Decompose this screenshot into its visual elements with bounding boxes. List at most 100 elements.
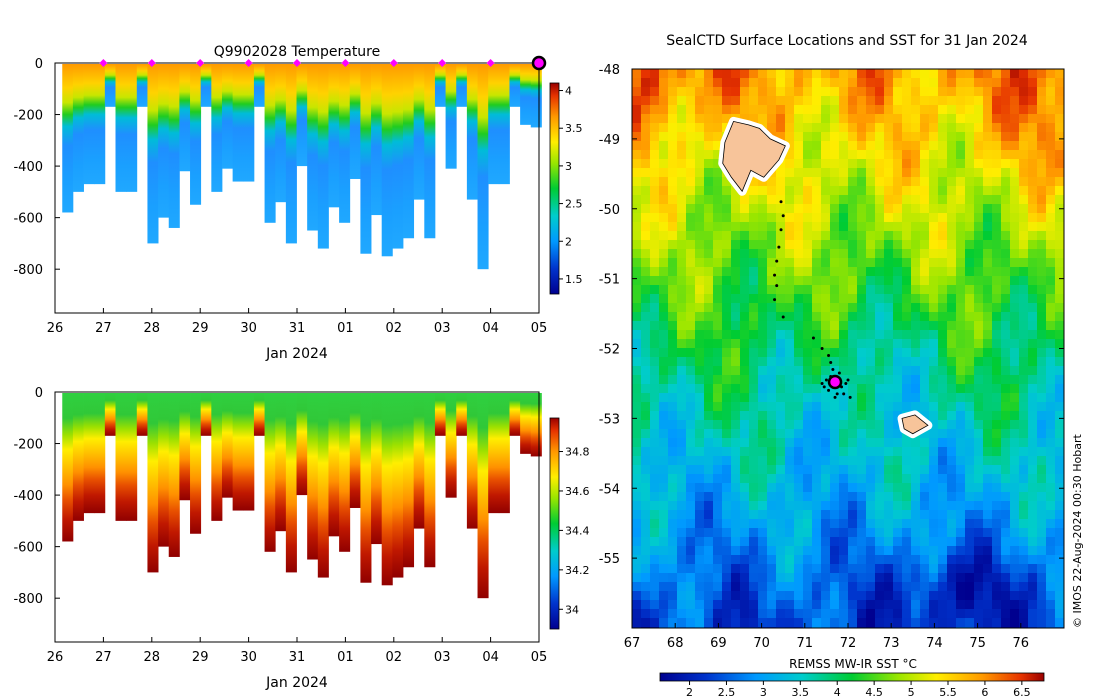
sst-cell <box>749 411 759 421</box>
sst-cell <box>1028 240 1038 250</box>
sst-cell <box>803 240 813 250</box>
sst-cell <box>776 177 786 187</box>
sst-cell <box>668 528 678 538</box>
sst-cell <box>857 123 867 133</box>
sst-cell <box>857 528 867 538</box>
sst-cell <box>776 573 786 583</box>
sst-cell <box>641 222 651 232</box>
sst-cell <box>983 204 993 214</box>
sst-cell <box>641 276 651 286</box>
sst-cell <box>929 555 939 565</box>
sst-cell <box>749 483 759 493</box>
sst-cell <box>803 582 813 592</box>
sst-cell <box>785 69 795 79</box>
track-point <box>775 259 779 263</box>
sst-cell <box>911 546 921 556</box>
sst-cell <box>704 231 714 241</box>
sst-cell <box>767 465 777 475</box>
sst-cell <box>848 393 858 403</box>
sst-cell <box>731 609 741 619</box>
sst-cell <box>695 600 705 610</box>
sst-cell <box>659 519 669 529</box>
sst-cell <box>632 600 642 610</box>
sst-cell <box>659 285 669 295</box>
sst-field <box>632 69 1064 628</box>
sst-cell <box>875 537 885 547</box>
sst-cell <box>1046 267 1056 277</box>
sst-cell <box>857 285 867 295</box>
sst-cell <box>875 258 885 268</box>
sst-cell <box>794 69 804 79</box>
sst-cell <box>803 303 813 313</box>
sst-cell <box>722 330 732 340</box>
sst-cell <box>794 186 804 196</box>
sst-cell <box>1037 519 1047 529</box>
sst-cell <box>920 204 930 214</box>
colorbar-tick-label: 3.5 <box>565 122 583 135</box>
sst-cell <box>947 546 957 556</box>
sst-cell <box>830 177 840 187</box>
sst-cell <box>956 609 966 619</box>
sst-cell <box>947 510 957 520</box>
sst-cell <box>776 582 786 592</box>
sst-cell <box>929 447 939 457</box>
profile-column <box>456 393 468 436</box>
sst-cell <box>740 357 750 367</box>
sst-cell <box>884 348 894 358</box>
sst-cell <box>920 231 930 241</box>
sst-cell <box>830 132 840 142</box>
sst-cell <box>857 384 867 394</box>
sst-cell <box>848 474 858 484</box>
sst-cell <box>893 105 903 115</box>
x-tick-label: 02 <box>386 321 403 336</box>
sst-cell <box>893 600 903 610</box>
profile-column <box>200 393 212 436</box>
sst-cell <box>749 330 759 340</box>
sst-cell <box>848 96 858 106</box>
lon-tick-label: 73 <box>883 636 900 651</box>
sst-cell <box>803 519 813 529</box>
sst-cell <box>794 474 804 484</box>
sst-cell <box>965 303 975 313</box>
sst-cell <box>1010 294 1020 304</box>
sst-cell <box>767 114 777 124</box>
sst-cell <box>677 96 687 106</box>
profile-column <box>424 393 436 568</box>
sst-cell <box>965 87 975 97</box>
sst-cell <box>902 618 912 628</box>
sst-cell <box>830 582 840 592</box>
sst-cell <box>947 195 957 205</box>
sst-cell <box>668 411 678 421</box>
sst-cell <box>722 348 732 358</box>
sst-cell <box>659 87 669 97</box>
sst-cell <box>938 582 948 592</box>
sst-cell <box>848 429 858 439</box>
sst-cell <box>821 69 831 79</box>
sst-cell <box>830 267 840 277</box>
sst-cell <box>893 303 903 313</box>
sst-cell <box>722 321 732 331</box>
sst-cell <box>992 492 1002 502</box>
sst-cell <box>668 438 678 448</box>
sst-cell <box>1037 411 1047 421</box>
sst-cell <box>731 222 741 232</box>
sst-cell <box>1055 249 1064 259</box>
sst-cell <box>821 366 831 376</box>
sst-cell <box>1037 618 1047 628</box>
sst-cell <box>893 321 903 331</box>
sst-cell <box>731 357 741 367</box>
sst-cell <box>767 600 777 610</box>
sst-cell <box>1001 276 1011 286</box>
sst-cell <box>965 357 975 367</box>
sst-cell <box>965 600 975 610</box>
sst-cell <box>695 285 705 295</box>
sst-cell <box>875 483 885 493</box>
sst-cell <box>803 564 813 574</box>
sst-cell <box>740 222 750 232</box>
island-kerguelen <box>722 120 786 193</box>
sst-cell <box>857 510 867 520</box>
sst-cell <box>803 78 813 88</box>
sst-cell <box>668 186 678 196</box>
sst-cell <box>1046 105 1056 115</box>
sst-cell <box>1046 537 1056 547</box>
